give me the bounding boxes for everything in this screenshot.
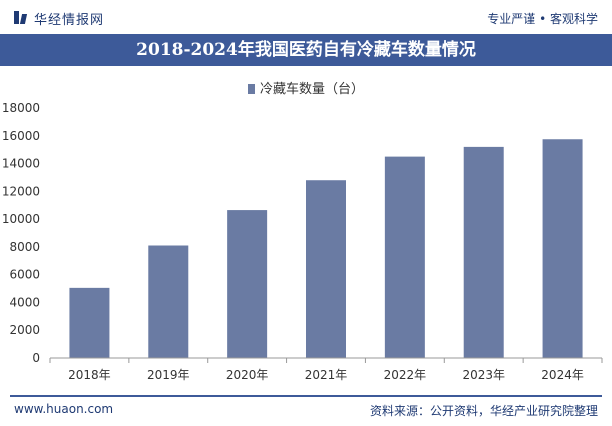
bar-chart: 0 2000 4000 6000 8000 10000 12000 14000 16000 180…: [2, 101, 603, 382]
source-note: 资料来源：公开资料，华经产业研究院整理: [369, 404, 598, 418]
brand-name: 华经情报网: [34, 13, 105, 28]
y-tick-label: 16000: [2, 129, 40, 143]
x-tick-label: 2021年: [305, 368, 348, 382]
y-tick-label: 18000: [2, 101, 40, 115]
y-tick-label: 2000: [9, 323, 40, 337]
x-tick-label: 2022年: [384, 368, 427, 382]
y-tick-label: 6000: [9, 268, 40, 282]
bar: [148, 245, 189, 358]
bar: [227, 210, 268, 358]
x-tick-label: 2023年: [462, 368, 505, 382]
y-tick-label: 10000: [2, 212, 40, 226]
y-tick-label: 14000: [2, 157, 40, 171]
footer-divider: [10, 395, 602, 397]
x-tick-label: 2020年: [226, 368, 269, 382]
header-bar: 华经情报网 专业严谨 • 客观科学: [0, 0, 612, 34]
brand-logo-icon: [14, 11, 28, 24]
x-tick-label: 2018年: [68, 368, 111, 382]
bar: [463, 146, 504, 358]
website-link[interactable]: www.huaon.com: [14, 402, 114, 416]
y-tick-label: 4000: [9, 295, 40, 309]
x-tick-label: 2024年: [541, 368, 584, 382]
bar: [306, 180, 346, 358]
y-tick-label: 0: [32, 351, 40, 365]
legend-swatch: [247, 84, 255, 94]
y-tick-label: 8000: [9, 240, 40, 254]
legend-label: 冷藏车数量（台）: [259, 82, 364, 97]
brand-tagline: 专业严谨 • 客观科学: [487, 12, 598, 26]
bar: [69, 287, 110, 358]
y-tick-label: 12000: [2, 184, 40, 198]
chart-title: 2018-2024年我国医药自有冷藏车数量情况: [0, 34, 612, 66]
bar: [384, 156, 425, 358]
bar: [542, 139, 583, 358]
chart-legend: 冷藏车数量（台）: [0, 78, 612, 97]
x-tick-label: 2019年: [147, 368, 190, 382]
